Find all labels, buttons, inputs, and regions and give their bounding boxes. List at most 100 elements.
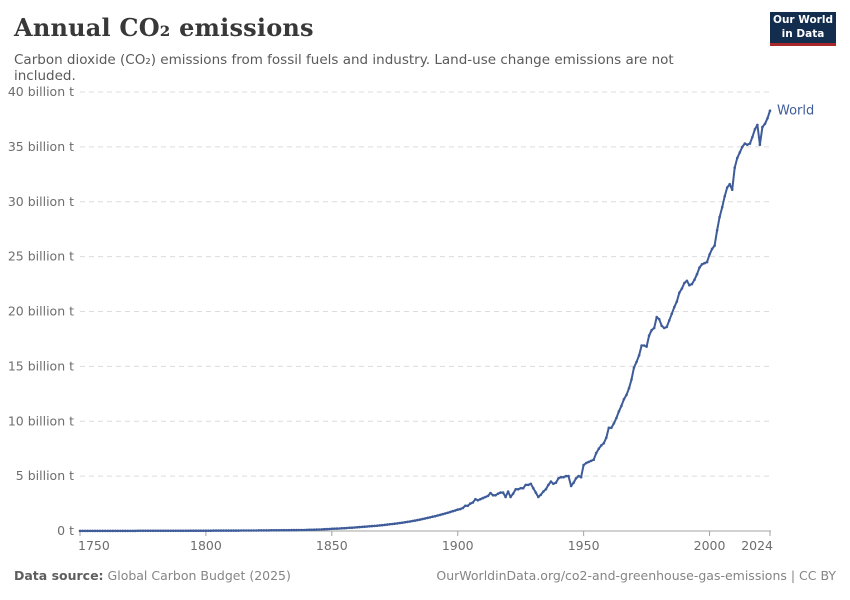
data-point-marker xyxy=(187,529,190,533)
data-point-marker xyxy=(758,143,762,146)
data-point-marker xyxy=(610,426,613,430)
data-point-marker xyxy=(78,529,82,533)
data-point-marker xyxy=(569,484,573,488)
data-point-marker xyxy=(91,529,94,533)
data-point-marker xyxy=(559,475,563,479)
data-point-marker xyxy=(378,524,382,527)
data-point-marker xyxy=(197,529,200,532)
data-point-marker xyxy=(597,447,601,451)
data-point-marker xyxy=(521,486,525,490)
data-point-marker xyxy=(287,528,291,532)
data-point-marker xyxy=(159,529,162,533)
data-point-marker xyxy=(564,474,568,478)
data-point-marker xyxy=(526,483,530,487)
data-point-marker xyxy=(617,410,621,413)
data-point-marker xyxy=(615,416,618,420)
data-source-note: Data source: Global Carbon Budget (2025) xyxy=(14,568,291,583)
data-point-marker xyxy=(242,529,245,532)
data-point-marker xyxy=(416,518,419,522)
data-point-marker xyxy=(683,281,686,285)
data-point-marker xyxy=(730,188,734,191)
data-point-marker xyxy=(156,529,160,533)
data-point-marker xyxy=(426,516,429,520)
data-point-marker xyxy=(650,328,653,332)
data-point-marker xyxy=(179,529,182,533)
chart-footer: Data source: Global Carbon Budget (2025)… xyxy=(14,568,836,583)
data-point-marker xyxy=(335,527,339,530)
data-point-marker xyxy=(524,483,527,487)
data-point-marker xyxy=(290,528,293,532)
data-point-marker xyxy=(164,529,167,533)
data-point-marker xyxy=(582,463,585,467)
data-point-marker xyxy=(184,529,188,533)
data-point-marker xyxy=(217,529,220,532)
data-point-marker xyxy=(375,524,379,527)
data-point-marker xyxy=(252,529,256,532)
data-point-marker xyxy=(317,528,321,531)
data-point-marker xyxy=(428,516,432,519)
data-point-marker xyxy=(272,529,276,532)
data-point-marker xyxy=(363,525,366,528)
data-point-marker xyxy=(393,522,397,525)
data-point-marker xyxy=(295,528,298,532)
data-point-marker xyxy=(625,393,628,397)
data-point-marker xyxy=(516,488,520,491)
data-point-marker xyxy=(723,195,726,198)
data-point-marker xyxy=(471,501,475,504)
owid-logo[interactable]: Our World in Data xyxy=(770,12,836,46)
data-point-marker xyxy=(310,528,314,532)
y-axis-tick-label: 10 billion t xyxy=(8,413,74,428)
data-point-marker xyxy=(406,520,409,524)
owid-url-license-link[interactable]: OurWorldinData.org/co2-and-greenhouse-ga… xyxy=(436,568,836,583)
data-point-marker xyxy=(229,529,233,532)
series-label-world[interactable]: World xyxy=(777,104,814,119)
data-point-marker xyxy=(244,529,248,532)
data-point-marker xyxy=(474,497,477,501)
data-point-marker xyxy=(461,506,465,510)
emissions-line-world[interactable] xyxy=(79,109,771,532)
data-point-marker xyxy=(136,529,140,533)
data-point-marker xyxy=(511,492,515,496)
data-point-marker xyxy=(647,334,651,337)
data-point-marker xyxy=(277,529,281,532)
data-point-marker xyxy=(383,523,387,527)
data-point-marker xyxy=(756,123,759,127)
data-point-marker xyxy=(421,517,424,521)
data-point-marker xyxy=(761,125,764,129)
x-axis-tick-label: 1800 xyxy=(190,538,222,553)
data-point-marker xyxy=(323,527,326,531)
data-point-marker xyxy=(748,142,752,145)
data-point-marker xyxy=(751,135,754,139)
x-axis-tick-label: 1950 xyxy=(568,538,600,553)
data-point-marker xyxy=(602,441,606,445)
data-point-marker xyxy=(562,475,565,479)
data-point-marker xyxy=(189,529,193,532)
data-point-marker xyxy=(594,451,598,455)
data-point-marker xyxy=(204,529,208,532)
data-point-marker xyxy=(237,529,240,532)
data-point-marker xyxy=(589,459,593,463)
data-point-marker xyxy=(114,529,117,533)
data-point-marker xyxy=(320,528,324,531)
data-point-marker xyxy=(456,508,460,511)
data-point-marker xyxy=(373,524,376,528)
data-point-marker xyxy=(640,344,643,347)
chart-subtitle: Carbon dioxide (CO₂) emissions from foss… xyxy=(14,52,674,84)
data-point-marker xyxy=(131,529,135,533)
data-point-marker xyxy=(280,528,283,532)
data-point-marker xyxy=(222,529,225,532)
data-point-marker xyxy=(396,522,399,525)
data-point-marker xyxy=(202,529,205,532)
data-point-marker xyxy=(380,523,384,527)
data-point-marker xyxy=(506,490,510,493)
x-axis-tick-label: 1900 xyxy=(442,538,474,553)
data-point-marker xyxy=(139,529,142,533)
data-point-marker xyxy=(86,529,89,533)
y-axis-tick-label: 40 billion t xyxy=(8,84,74,99)
data-point-marker xyxy=(718,215,721,219)
data-point-marker xyxy=(728,182,731,186)
data-point-marker xyxy=(81,529,84,533)
data-point-marker xyxy=(509,495,512,499)
data-source-value: Global Carbon Budget (2025) xyxy=(103,568,291,583)
